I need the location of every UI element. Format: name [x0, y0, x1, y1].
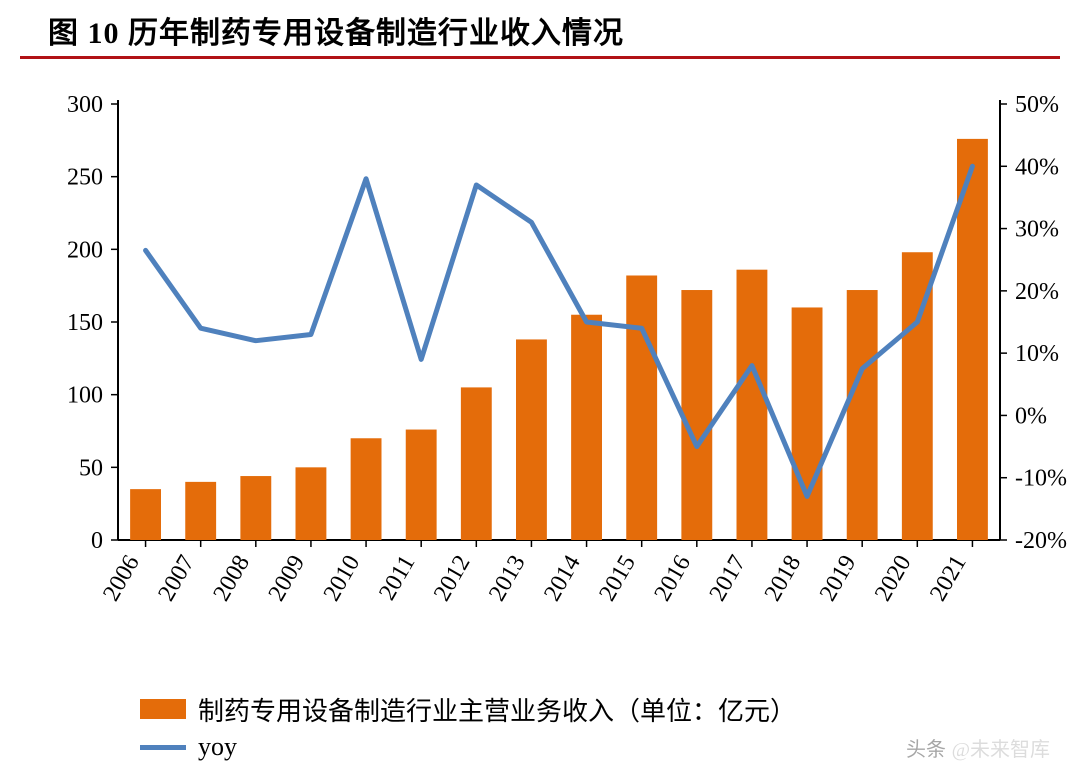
svg-text:10%: 10% — [1015, 341, 1059, 367]
bar — [130, 489, 161, 540]
svg-text:2008: 2008 — [208, 551, 255, 606]
legend-swatch-line — [140, 745, 186, 750]
watermark-right: @未来智库 — [952, 739, 1050, 761]
watermark: 头条 @未来智库 — [906, 733, 1050, 762]
bar — [792, 307, 823, 540]
svg-text:2007: 2007 — [153, 551, 200, 606]
title-underline — [20, 56, 1060, 59]
svg-text:-20%: -20% — [1015, 528, 1067, 554]
svg-text:2006: 2006 — [98, 551, 145, 606]
chart-title: 图 10 历年制药专用设备制造行业收入情况 — [48, 8, 1032, 52]
bar — [847, 290, 878, 540]
legend-swatch-bar — [140, 699, 186, 719]
svg-text:30%: 30% — [1015, 217, 1059, 243]
bar — [461, 387, 492, 540]
svg-text:2021: 2021 — [925, 551, 972, 606]
legend-item-bars: 制药专用设备制造行业主营业务收入（单位：亿元） — [140, 690, 796, 728]
bar — [626, 275, 657, 540]
svg-text:0%: 0% — [1015, 403, 1047, 429]
watermark-left: 头条 — [906, 739, 946, 761]
svg-text:250: 250 — [67, 165, 103, 191]
legend: 制药专用设备制造行业主营业务收入（单位：亿元） yoy — [140, 690, 796, 766]
svg-text:2011: 2011 — [374, 551, 420, 605]
bar — [406, 430, 437, 540]
svg-text:-10%: -10% — [1015, 466, 1067, 492]
figure-container: 图 10 历年制药专用设备制造行业收入情况 0 50 100 150 200 250 300… — [0, 0, 1080, 772]
bar — [737, 270, 768, 540]
chart-plot: 0 50 100 150 200 250 300 -20% -10% 0% 10% 20% 30% 40%… — [0, 70, 1080, 682]
bar — [681, 290, 712, 540]
svg-text:100: 100 — [67, 383, 103, 409]
bar — [571, 315, 602, 540]
legend-label-bars: 制药专用设备制造行业主营业务收入（单位：亿元） — [198, 691, 796, 728]
svg-text:2010: 2010 — [319, 551, 366, 606]
svg-text:20%: 20% — [1015, 279, 1059, 305]
svg-text:2020: 2020 — [870, 551, 917, 606]
bar — [185, 482, 216, 540]
bar — [296, 467, 327, 540]
svg-text:2013: 2013 — [484, 551, 531, 606]
svg-text:2018: 2018 — [760, 551, 807, 606]
legend-item-line: yoy — [140, 728, 796, 766]
bar — [351, 438, 382, 540]
legend-label-line: yoy — [198, 732, 237, 762]
svg-text:40%: 40% — [1015, 154, 1059, 180]
bar — [516, 339, 547, 540]
svg-text:2015: 2015 — [594, 551, 641, 606]
svg-text:150: 150 — [67, 310, 103, 336]
svg-text:2016: 2016 — [649, 551, 696, 606]
svg-text:50%: 50% — [1015, 92, 1059, 118]
bar — [240, 476, 271, 540]
svg-text:2019: 2019 — [815, 551, 862, 606]
svg-text:2014: 2014 — [539, 551, 586, 606]
svg-text:2009: 2009 — [264, 551, 311, 606]
svg-text:2017: 2017 — [705, 551, 752, 606]
svg-text:0: 0 — [91, 528, 103, 554]
svg-text:50: 50 — [79, 455, 103, 481]
svg-text:200: 200 — [67, 237, 103, 263]
svg-text:2012: 2012 — [429, 551, 476, 606]
svg-text:300: 300 — [67, 92, 103, 118]
